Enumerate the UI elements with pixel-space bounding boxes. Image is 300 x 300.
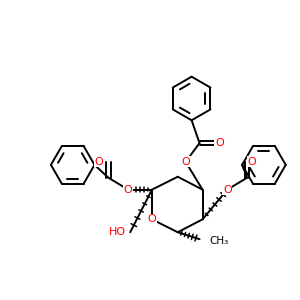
Text: O: O <box>223 184 232 195</box>
Text: O: O <box>95 157 103 167</box>
Text: HO: HO <box>109 227 126 237</box>
Text: O: O <box>248 157 256 167</box>
Text: CH₃: CH₃ <box>209 236 229 246</box>
Text: O: O <box>148 214 156 224</box>
Text: O: O <box>181 157 190 167</box>
Text: O: O <box>124 184 133 195</box>
Text: O: O <box>215 138 224 148</box>
